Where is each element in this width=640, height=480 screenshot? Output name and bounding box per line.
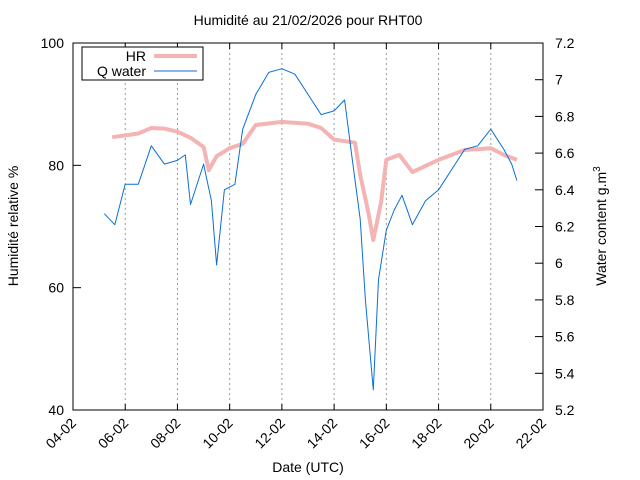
plot-frame [72, 42, 544, 411]
series-line [103, 68, 518, 391]
y2-tick-label: 6.4 [555, 182, 575, 198]
legend-label: Q water [97, 63, 146, 79]
chart-title: Humidité au 21/02/2026 pour RHT00 [194, 12, 423, 28]
legend-label: HR [126, 48, 146, 64]
y2-tick-label: 5.2 [555, 402, 575, 418]
legend-box [81, 46, 204, 81]
y2-tick-label: 5.4 [555, 365, 575, 381]
x-axis-label: Date (UTC) [272, 459, 344, 475]
y2-tick-label: 6 [555, 255, 563, 271]
y2-axis-label-sup: 3 [592, 166, 603, 172]
y-axis-label: Humidité relative % [5, 166, 21, 287]
series-line [111, 119, 518, 242]
y2-tick-label: 6.8 [555, 108, 575, 124]
y2-tick-label: 7.2 [555, 35, 575, 51]
y2-axis-label-text: Water content g.m [593, 172, 609, 286]
y2-tick-label: 6.6 [555, 145, 575, 161]
y-tick-label: 60 [48, 280, 64, 296]
y-tick-label: 40 [48, 402, 64, 418]
y2-tick-label: 5.6 [555, 329, 575, 345]
y-tick-label: 80 [48, 157, 64, 173]
y-tick-label: 100 [41, 35, 65, 51]
y2-tick-label: 5.8 [555, 292, 575, 308]
y2-axis-label: Water content g.m3 [592, 166, 609, 286]
y2-tick-label: 6.2 [555, 219, 575, 235]
y2-tick-label: 7 [555, 72, 563, 88]
